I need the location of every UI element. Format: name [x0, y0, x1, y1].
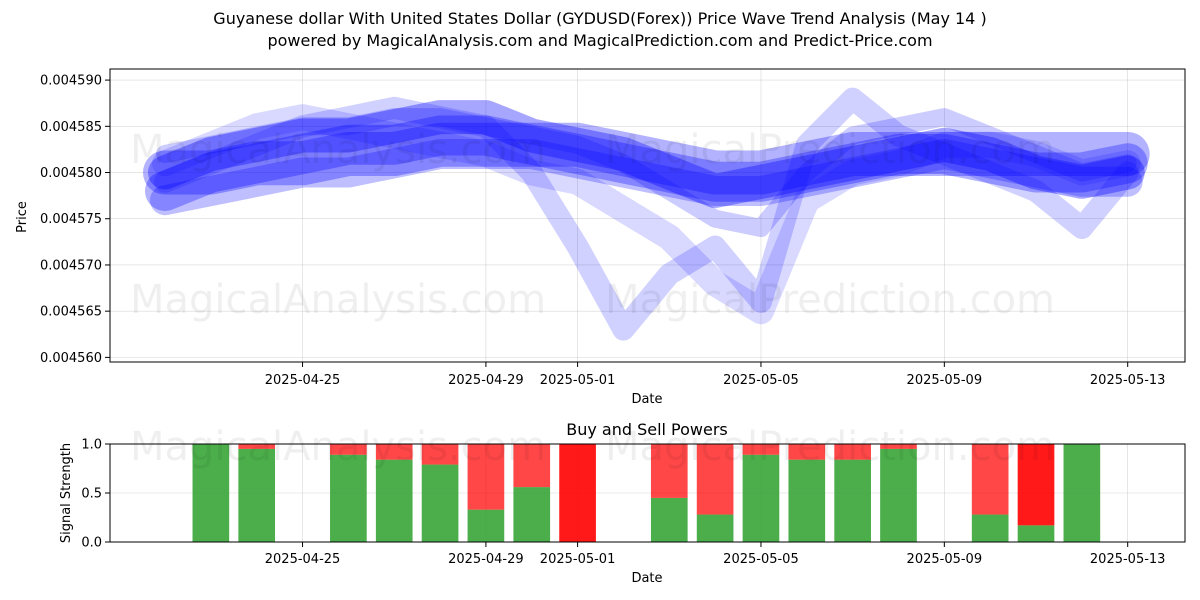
buy-bar — [421, 464, 459, 542]
buy-bar — [1063, 444, 1101, 542]
signal-y-axis-label: Signal Strength — [59, 443, 74, 543]
signal-y-axis: 0.0 0.5 1.0 — [81, 438, 110, 551]
price-wave-line — [150, 139, 1143, 216]
sell-bar — [421, 444, 459, 465]
buy-bar — [375, 459, 413, 542]
buy-bar — [192, 444, 230, 542]
signal-x-tick-label: 2025-04-25 — [265, 552, 341, 567]
sell-bar — [559, 444, 596, 542]
watermark-left-bottom: MagicalAnalysis.com — [130, 424, 546, 470]
buy-bar — [880, 448, 917, 542]
price-y-tick-label: 0.004580 — [40, 166, 102, 181]
price-wave-line — [143, 122, 1150, 195]
price-x-tick-label: 2025-05-09 — [907, 373, 983, 388]
price-x-tick-label: 2025-04-29 — [448, 373, 524, 388]
chart-title: Guyanese dollar With United States Dolla… — [0, 8, 1200, 52]
buy-bar — [788, 459, 826, 542]
price-grid — [110, 69, 1185, 362]
price-y-tick-label: 0.004570 — [40, 258, 102, 273]
sell-bar — [467, 444, 505, 510]
price-y-tick-label: 0.004565 — [40, 305, 102, 320]
sell-bar — [696, 444, 734, 515]
price-wave-line — [148, 100, 1145, 208]
sell-bar — [1017, 444, 1055, 526]
buy-bar — [1017, 525, 1055, 542]
signal-y-tick-label: 0.0 — [81, 536, 102, 551]
price-y-axis-label: Price — [15, 201, 30, 233]
price-wave-line — [145, 115, 1148, 211]
price-waves — [143, 87, 1150, 341]
chart-title-line-2: powered by MagicalAnalysis.com and Magic… — [267, 31, 933, 50]
signal-x-axis: 2025-04-25 2025-04-29 2025-05-01 2025-05-05… — [265, 542, 1166, 567]
signal-x-axis-label: Date — [631, 571, 662, 586]
watermark-left-mid: MagicalAnalysis.com — [130, 277, 546, 323]
signal-x-tick-label: 2025-05-05 — [723, 552, 799, 567]
sell-bar — [513, 444, 551, 488]
price-plot-frame — [109, 68, 1186, 363]
sell-bar — [971, 444, 1009, 515]
price-y-tick-label: 0.004585 — [40, 120, 102, 135]
signal-x-tick-label: 2025-05-01 — [540, 552, 616, 567]
price-y-tick-label: 0.004560 — [40, 351, 102, 366]
buy-bar — [742, 454, 780, 542]
sell-bar — [238, 444, 276, 449]
chart-title-line-1: Guyanese dollar With United States Dolla… — [213, 9, 987, 28]
signal-chart-title: Buy and Sell Powers — [566, 420, 728, 439]
price-x-tick-label: 2025-05-13 — [1090, 373, 1166, 388]
price-y-axis: 0.004560 0.004565 0.004570 0.004575 0.004580… — [40, 74, 110, 366]
sell-bar — [880, 444, 917, 449]
signal-y-tick-label: 1.0 — [81, 438, 102, 453]
price-x-tick-label: 2025-05-05 — [723, 373, 799, 388]
buy-bar — [513, 487, 551, 542]
sell-bar — [650, 444, 688, 498]
sell-bar — [788, 444, 826, 460]
price-wave-line — [154, 87, 1139, 341]
watermark-right-mid: MagicalPrediction.com — [605, 277, 1055, 323]
price-x-axis: 2025-04-25 2025-04-29 2025-05-01 2025-05-05… — [265, 362, 1166, 388]
signal-x-tick-label: 2025-05-13 — [1090, 552, 1166, 567]
signal-bars — [192, 444, 1101, 542]
watermark-right-top: MagicalPrediction.com — [605, 127, 1055, 173]
buy-bar — [696, 514, 734, 542]
signal-x-tick-label: 2025-04-29 — [448, 552, 524, 567]
sell-bar — [834, 444, 871, 460]
watermark-left-top: MagicalAnalysis.com — [130, 127, 546, 173]
buy-bar — [650, 497, 688, 542]
price-y-tick-label: 0.004575 — [40, 212, 102, 227]
watermark-right-bottom: MagicalPrediction.com — [605, 424, 1055, 470]
buy-bar — [834, 459, 871, 542]
price-y-tick-label: 0.004590 — [40, 74, 102, 89]
price-x-axis-label: Date — [631, 392, 662, 407]
price-x-tick-label: 2025-05-01 — [540, 373, 616, 388]
buy-bar — [971, 514, 1009, 542]
price-wave-line — [152, 104, 1141, 325]
signal-x-tick-label: 2025-05-09 — [907, 552, 983, 567]
price-x-tick-label: 2025-04-25 — [265, 373, 341, 388]
sell-bar — [375, 444, 413, 460]
sell-bar — [742, 444, 780, 455]
buy-bar — [467, 509, 505, 542]
price-wave-line — [156, 108, 1137, 237]
signal-y-tick-label: 0.5 — [81, 487, 102, 502]
buy-bar — [238, 448, 276, 542]
sell-bar — [330, 444, 367, 455]
buy-bar — [330, 454, 367, 542]
